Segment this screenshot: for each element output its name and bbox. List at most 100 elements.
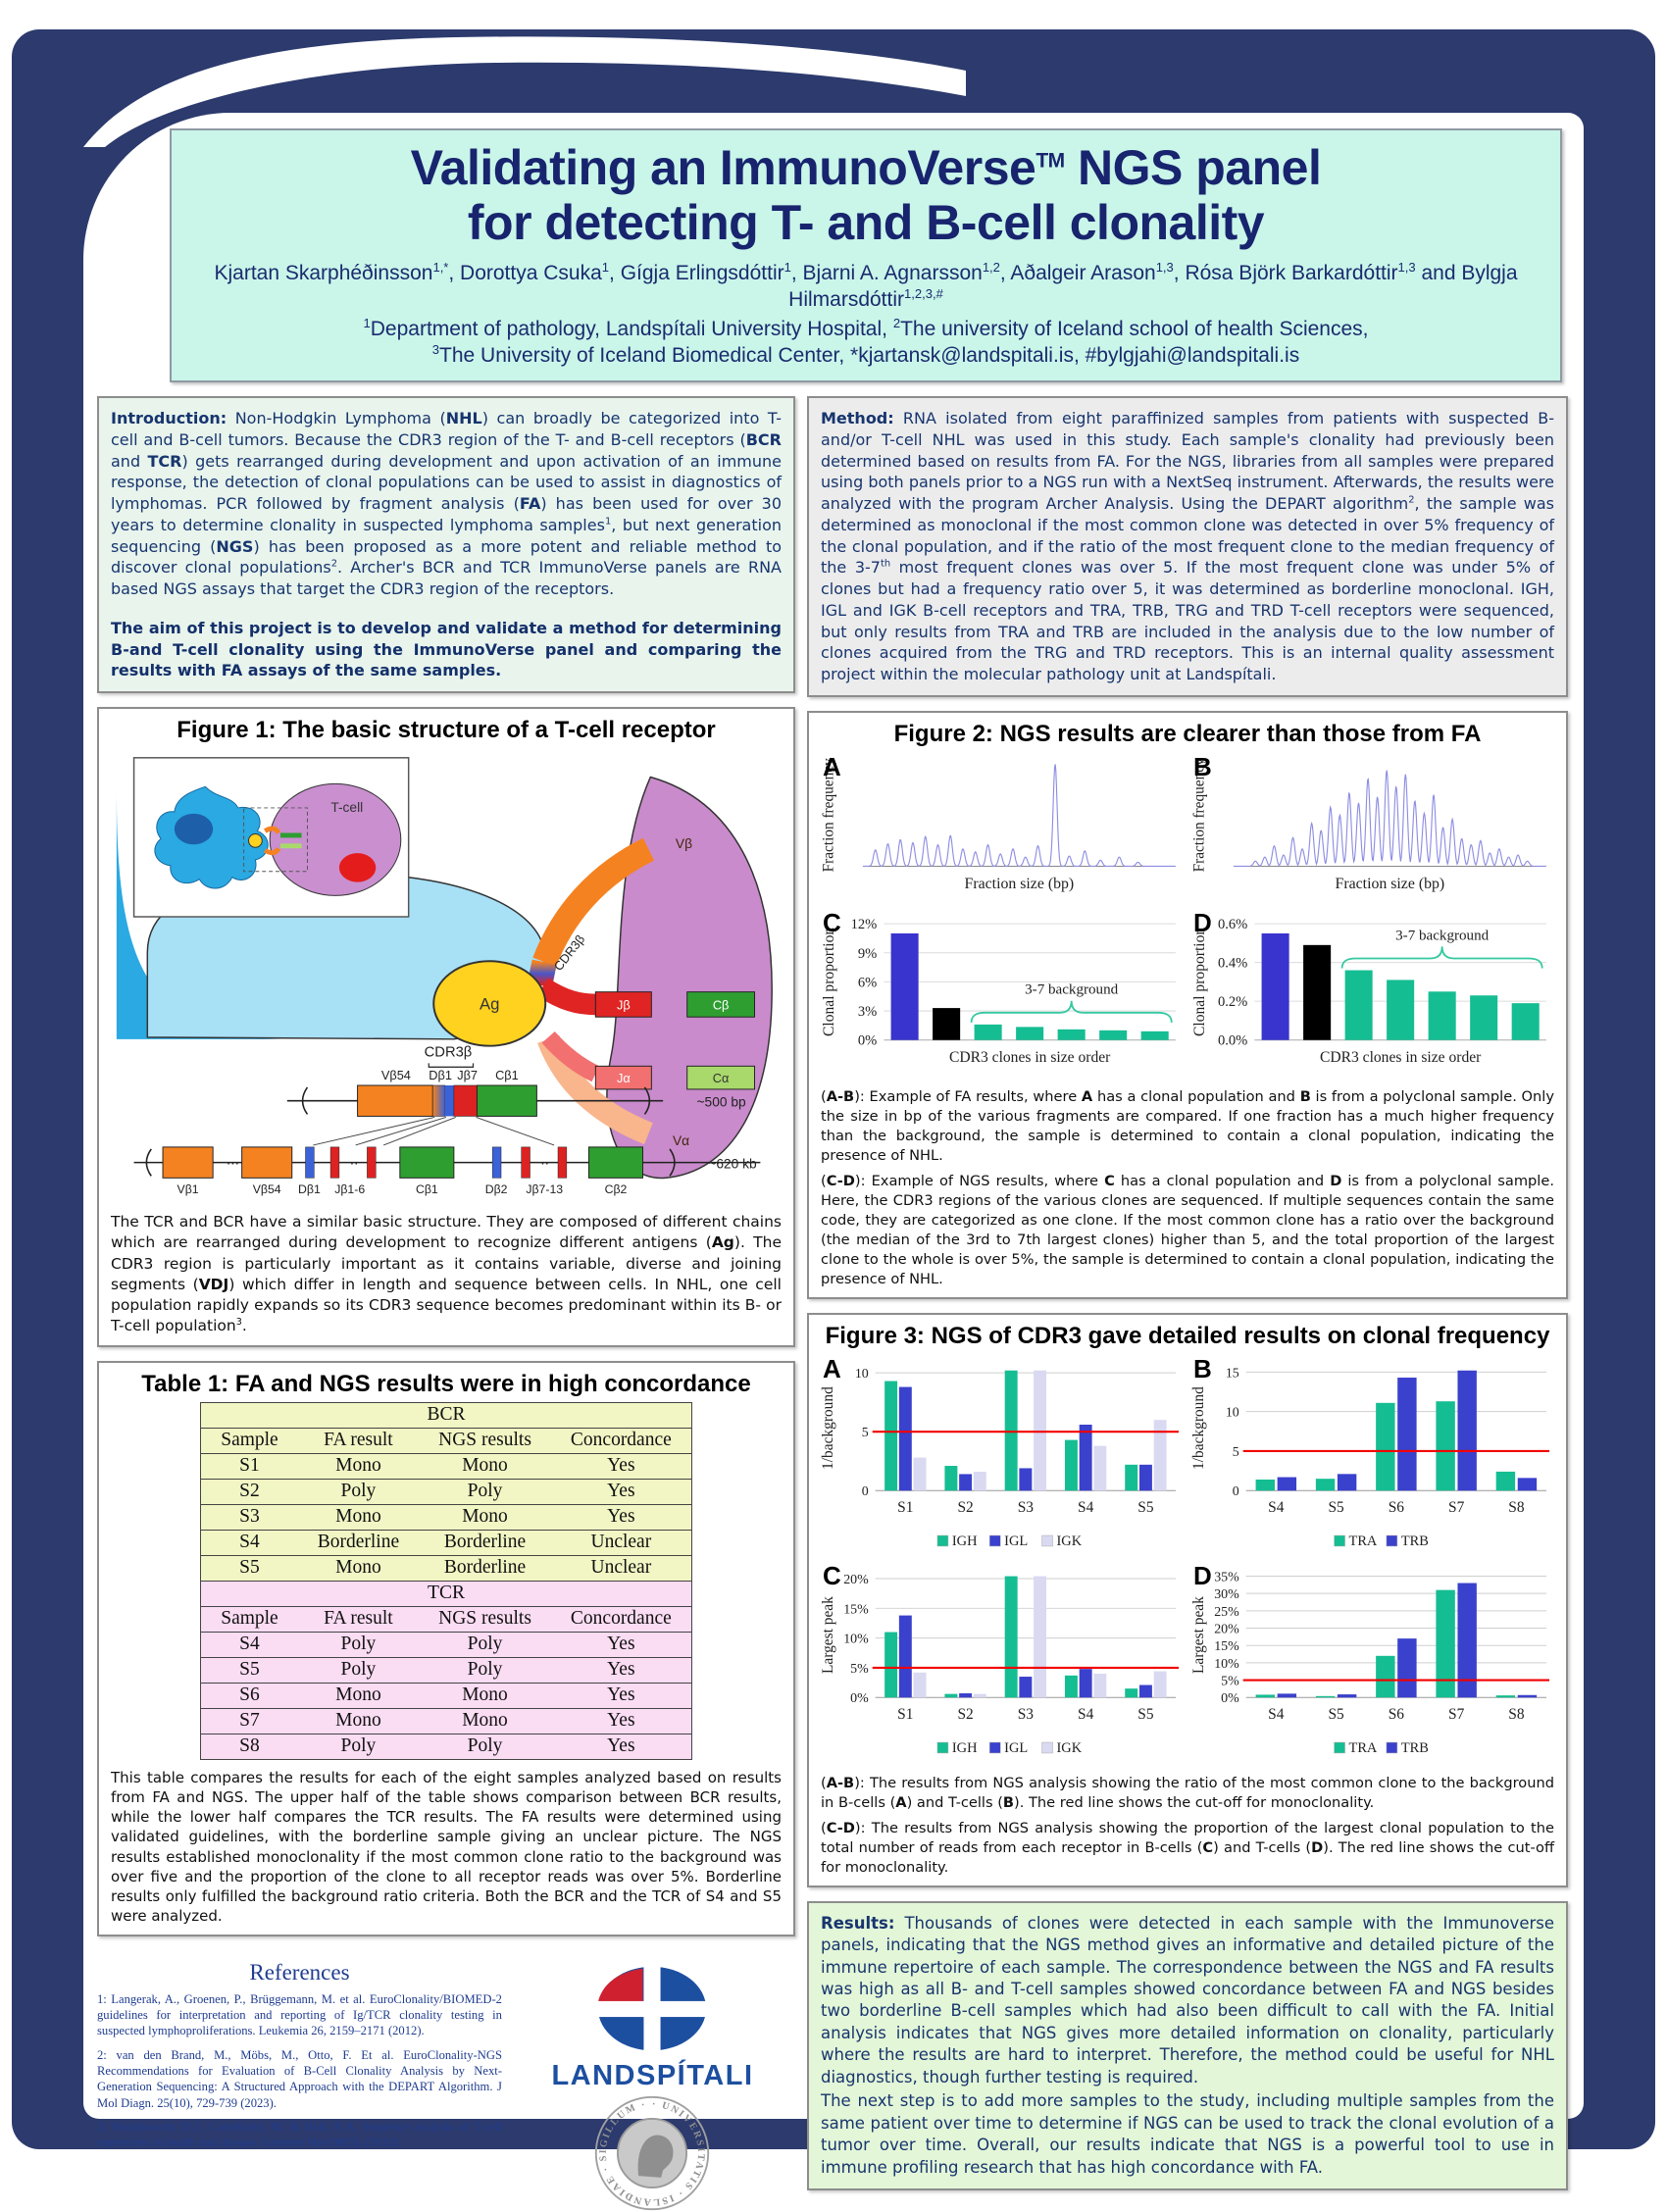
svg-text:15%: 15% [1214, 1639, 1239, 1654]
table-section-header: BCR [200, 1401, 692, 1429]
svg-text:IGK: IGK [1057, 1740, 1083, 1756]
table-row: S5 Poly Poly Yes [200, 1656, 692, 1684]
map2-c1-box [399, 1146, 455, 1180]
inset-apc-cell [154, 785, 269, 889]
svg-text:3%: 3% [858, 1004, 877, 1020]
introduction-box: Introduction: Non-Hodgkin Lymphoma (NHL)… [97, 396, 795, 694]
svg-text:Largest peak: Largest peak [820, 1596, 836, 1674]
svg-text:Dβ1: Dβ1 [298, 1182, 321, 1196]
svg-text:TRA: TRA [1349, 1533, 1378, 1549]
svg-text:TRB: TRB [1401, 1533, 1429, 1549]
svg-text:15%: 15% [843, 1602, 869, 1617]
svg-text:20%: 20% [843, 1573, 869, 1587]
fig2-bar-c: 0% 3% 6% 9% 12% 3-7 background CDR3 clones in … [819, 908, 1186, 1081]
svg-text:3-7 background: 3-7 background [1025, 982, 1119, 998]
svg-text:1/background: 1/background [820, 1386, 836, 1470]
svg-text:5%: 5% [850, 1662, 869, 1677]
chart-panel-letter: C [823, 1560, 841, 1590]
map1-size-label: ~500 bp [697, 1095, 746, 1110]
table-row: S5 Mono Borderline Unclear [200, 1554, 692, 1582]
svg-text:Jβ7-13: Jβ7-13 [526, 1182, 563, 1196]
map1-c-box [476, 1084, 537, 1118]
map2-v1-box [162, 1146, 214, 1180]
map1-v-box [357, 1084, 433, 1118]
map1-d-box [431, 1084, 446, 1117]
map2-labels: Vβ1 Vβ54 Dβ1 Jβ1-6 Cβ1 Dβ2 Jβ7-13 Cβ2 [177, 1182, 628, 1196]
c-alpha-label: Cα [713, 1071, 730, 1085]
svg-text:25%: 25% [1214, 1605, 1239, 1620]
table-row: S4 Poly Poly Yes [200, 1631, 692, 1658]
svg-text:S8: S8 [1508, 1706, 1525, 1723]
results-box: Results: Thousands of clones were detect… [807, 1900, 1568, 2190]
svg-text:S1: S1 [897, 1706, 913, 1723]
fig2-trace-a: Fraction size (bp) Fraction frequency A [819, 752, 1186, 908]
map2-v54-box [241, 1146, 293, 1180]
svg-text:CDR3 clones in size order: CDR3 clones in size order [1320, 1049, 1482, 1066]
apc-blue-band [116, 786, 282, 1040]
figure1-title: Figure 1: The basic structure of a T-cel… [177, 717, 716, 744]
svg-text:Cβ2: Cβ2 [605, 1182, 628, 1196]
map1-j-blue [445, 1085, 454, 1117]
svg-text:12%: 12% [851, 917, 878, 932]
v-beta-chain [532, 837, 655, 968]
map2-j1-tick [329, 1146, 340, 1179]
map2-j13-tick [557, 1146, 568, 1179]
figure3-caption-cd: (C-D): The results from NGS analysis sho… [821, 1819, 1554, 1876]
table-row: S4 Borderline Borderline Unclear [200, 1529, 692, 1556]
results-concordance-table: BCR Sample FA result NGS results Concordance… [200, 1401, 692, 1760]
figure2-caption-cd: (C-D): Example of NGS results, where C h… [821, 1173, 1554, 1288]
inset-tcell-nucleus [338, 853, 377, 882]
svg-text:S4: S4 [1268, 1499, 1285, 1516]
svg-text:S1: S1 [897, 1499, 913, 1516]
figure1-caption: The TCR and BCR have a similar basic str… [111, 1213, 782, 1335]
table-row: S3 Mono Mono Yes [200, 1503, 692, 1531]
chart-panel-letter: B [1193, 1354, 1212, 1384]
svg-text:S6: S6 [1389, 1706, 1405, 1723]
figure3-title: Figure 3: NGS of CDR3 gave detailed resu… [825, 1323, 1550, 1350]
fig3-grouped-d: 0% 5% 10% 15% 20% 25% 30% 35% S4 S5 S6 S7 S8 TRA TRB La… [1189, 1561, 1556, 1768]
map1-j-label: Jβ7 [457, 1068, 478, 1082]
v-alpha-label: Vα [673, 1133, 689, 1148]
references-heading: References [249, 1959, 350, 1985]
map-connector-lines [313, 1117, 555, 1146]
svg-text:0: 0 [862, 1484, 869, 1499]
map2-size-label: ~620 kb [708, 1157, 757, 1172]
aim-text: The aim of this project is to develop an… [111, 618, 782, 680]
svg-text:0%: 0% [858, 1033, 877, 1049]
table1-box: Table 1: FA and NGS results were in high… [97, 1360, 795, 1936]
map2-c2-box [587, 1146, 643, 1180]
svg-text:1/background: 1/background [1190, 1386, 1207, 1470]
map1-cdr3b-label: CDR3β [425, 1045, 473, 1061]
figure2-caption-ab: (A-B): Example of FA results, where A ha… [821, 1088, 1554, 1165]
svg-text:10%: 10% [1214, 1657, 1239, 1672]
svg-text:Cβ1: Cβ1 [416, 1182, 438, 1196]
svg-text:S7: S7 [1448, 1499, 1465, 1516]
svg-text:5%: 5% [1221, 1674, 1239, 1688]
table-row: S6 Mono Mono Yes [200, 1682, 692, 1709]
svg-text:10: 10 [855, 1367, 869, 1382]
references-section: References 1: Langerak, A., Groenen, P.,… [97, 1960, 502, 2212]
svg-text:0.4%: 0.4% [1218, 956, 1247, 972]
table1-title: Table 1: FA and NGS results were in high… [141, 1370, 751, 1397]
table-column-header: Sample FA result NGS results Concordance [200, 1605, 692, 1633]
svg-text:IGL: IGL [1004, 1533, 1028, 1549]
map1-j-red [453, 1084, 478, 1117]
svg-text:Clonal proportion: Clonal proportion [821, 928, 837, 1036]
inset-antigen [248, 833, 263, 848]
chart-panel-letter: A [823, 1354, 841, 1384]
chart-panel-letter: D [1193, 908, 1212, 938]
fig3-grouped-a: 0 5 10 S1 S2 S3 S4 S5 IGH IGL IGK 1/background A [819, 1354, 1186, 1561]
poster-content-panel: Validating an ImmunoVerseTM NGS panel for… [83, 113, 1584, 2210]
right-column: Method: RNA isolated from eight paraffin… [807, 396, 1568, 2190]
svg-text:S5: S5 [1328, 1706, 1344, 1723]
svg-text:IGL: IGL [1004, 1740, 1028, 1756]
map1-d-label: Dβ1 [429, 1068, 452, 1082]
map1-v-label: Vβ54 [381, 1068, 411, 1082]
svg-text:CDR3 clones in size order: CDR3 clones in size order [949, 1049, 1111, 1066]
introduction-text: Introduction: Non-Hodgkin Lymphoma (NHL)… [111, 409, 783, 599]
svg-text:0%: 0% [850, 1691, 869, 1706]
logos-column: LANDSPÍTALI · UNIVERSITATIS · ISLANDIAE … [510, 1960, 795, 2212]
svg-text:S4: S4 [1268, 1706, 1285, 1723]
table-row: S1 Mono Mono Yes [200, 1452, 692, 1480]
figure3-caption-ab: (A-B): The results from NGS analysis sho… [821, 1774, 1554, 1811]
